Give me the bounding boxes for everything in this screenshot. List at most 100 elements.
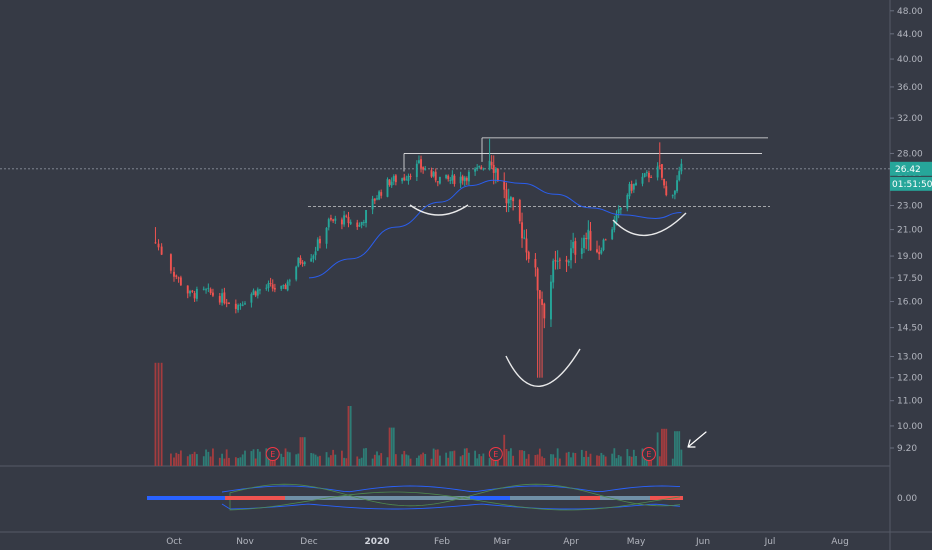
volume-bar xyxy=(521,450,523,466)
volume-bar xyxy=(244,450,246,466)
volume-bar xyxy=(507,451,510,466)
head-arc xyxy=(505,348,581,387)
volume-bar xyxy=(432,448,435,466)
candle-body xyxy=(205,289,208,291)
candle-body xyxy=(241,304,244,306)
candle-body xyxy=(424,169,427,171)
volume-bar xyxy=(656,432,659,466)
volume-bar xyxy=(189,454,191,466)
volume-bar xyxy=(611,453,614,466)
earnings-marker[interactable] xyxy=(265,447,280,461)
candle-body xyxy=(474,168,477,172)
volume-bar xyxy=(193,451,196,466)
candle-body xyxy=(422,167,425,170)
volume-bar xyxy=(463,448,466,466)
volume-bar xyxy=(221,453,223,466)
volume-bar xyxy=(461,455,464,466)
volume-bar xyxy=(362,448,365,466)
earnings-marker[interactable] xyxy=(641,447,656,461)
volume-bar xyxy=(482,453,485,466)
price-tags: 26.42 01:51:50 xyxy=(890,161,932,191)
candle-body xyxy=(641,176,644,184)
candle-body xyxy=(218,296,221,303)
candle-body xyxy=(284,285,287,290)
volume-bar xyxy=(241,454,244,466)
candle-body xyxy=(449,179,452,181)
candle-body xyxy=(589,231,592,251)
candle-body xyxy=(598,251,601,255)
indicator-histogram-segment xyxy=(147,496,225,500)
candle-body xyxy=(648,172,650,178)
volume-bar xyxy=(343,457,345,466)
candle-body xyxy=(252,290,255,295)
candle-body xyxy=(169,254,172,271)
candle-body xyxy=(258,289,261,291)
volume-bar xyxy=(658,456,661,466)
volume-bar xyxy=(282,456,285,466)
candle-body xyxy=(299,257,302,264)
candle-body xyxy=(356,222,359,227)
volume-bar xyxy=(505,449,508,466)
candle-body xyxy=(225,302,228,304)
candle-body xyxy=(392,176,395,182)
volume-bar xyxy=(154,362,157,466)
candle-body xyxy=(358,224,361,227)
candle-body xyxy=(405,179,408,181)
candle-body xyxy=(202,288,205,290)
candle-body xyxy=(244,303,246,305)
volume-bar xyxy=(449,451,452,466)
candle-body xyxy=(303,262,306,265)
candle-body xyxy=(415,163,418,178)
candle-body xyxy=(461,176,464,181)
candlestick-series xyxy=(154,138,683,378)
volume-bar xyxy=(512,455,515,466)
candle-body xyxy=(316,239,319,251)
earnings-marker[interactable] xyxy=(488,447,503,461)
volume-bar xyxy=(205,449,207,466)
indicator-histogram-segment xyxy=(470,496,510,500)
candle-body xyxy=(403,177,406,181)
volume-bar xyxy=(467,452,470,466)
date-axis[interactable]: Oct Nov Dec 2020 Feb Mar Apr May Jun Jul Aug xyxy=(166,537,849,547)
candle-body xyxy=(617,209,620,214)
volume-bar xyxy=(488,458,491,466)
volume-bar xyxy=(418,455,420,466)
volume-bar xyxy=(459,456,462,466)
volume-bar xyxy=(265,448,268,466)
candle-body xyxy=(271,284,274,289)
candle-body xyxy=(179,277,182,286)
date-tick-label: May xyxy=(627,537,646,547)
candle-body xyxy=(297,257,300,267)
volume-bar xyxy=(319,455,321,466)
volume-bar xyxy=(678,431,681,466)
date-tick-label: Nov xyxy=(236,537,254,547)
volume-bar xyxy=(191,453,194,466)
volume-bar xyxy=(345,458,348,466)
moving-average-line xyxy=(308,179,682,279)
candle-body xyxy=(525,238,528,253)
candle-body xyxy=(488,160,491,170)
candle-body xyxy=(436,181,439,183)
candle-body xyxy=(480,166,483,169)
date-tick-label: Aug xyxy=(831,537,849,547)
candle-body xyxy=(186,285,189,294)
candle-body xyxy=(430,170,433,177)
volume-bar xyxy=(409,458,412,466)
volume-bar xyxy=(541,456,543,466)
volume-bar xyxy=(371,458,374,466)
volume-bar xyxy=(602,454,605,466)
volume-bar xyxy=(680,449,683,466)
candle-body xyxy=(482,168,485,170)
volume-bar xyxy=(439,455,441,466)
candle-body xyxy=(650,176,653,178)
candle-body xyxy=(211,292,214,296)
indicator-histogram-segment xyxy=(600,496,650,500)
candle-body xyxy=(580,248,583,255)
volume-bar xyxy=(250,451,253,466)
candle-body xyxy=(332,219,335,221)
volume-bar xyxy=(424,453,427,466)
candle-body xyxy=(237,304,240,311)
volume-bar xyxy=(613,448,616,466)
